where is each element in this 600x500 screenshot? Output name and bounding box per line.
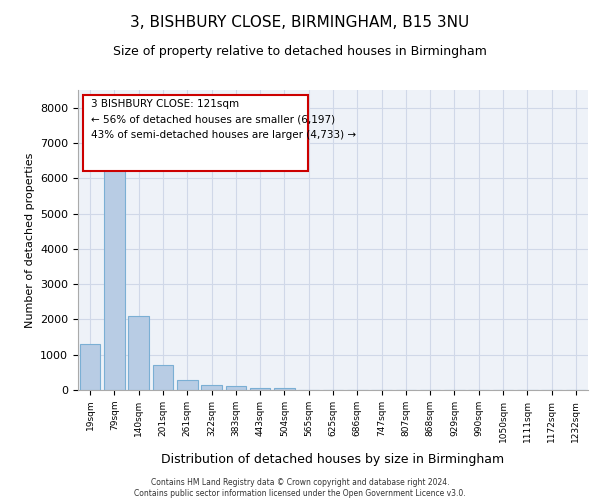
Bar [274,388,295,390]
FancyBboxPatch shape [83,94,308,171]
Text: Size of property relative to detached houses in Birmingham: Size of property relative to detached ho… [113,45,487,58]
Bar [226,386,246,390]
Text: Contains HM Land Registry data © Crown copyright and database right 2024.
Contai: Contains HM Land Registry data © Crown c… [134,478,466,498]
X-axis label: Distribution of detached houses by size in Birmingham: Distribution of detached houses by size … [161,453,505,466]
Bar [128,316,149,390]
Bar [201,384,222,390]
Bar [177,380,197,390]
Bar [250,388,271,390]
Bar [104,157,125,390]
Y-axis label: Number of detached properties: Number of detached properties [25,152,35,328]
Text: 3, BISHBURY CLOSE, BIRMINGHAM, B15 3NU: 3, BISHBURY CLOSE, BIRMINGHAM, B15 3NU [130,15,470,30]
Text: 3 BISHBURY CLOSE: 121sqm
← 56% of detached houses are smaller (6,197)
43% of sem: 3 BISHBURY CLOSE: 121sqm ← 56% of detach… [91,99,356,140]
Bar [80,344,100,390]
Bar [152,366,173,390]
